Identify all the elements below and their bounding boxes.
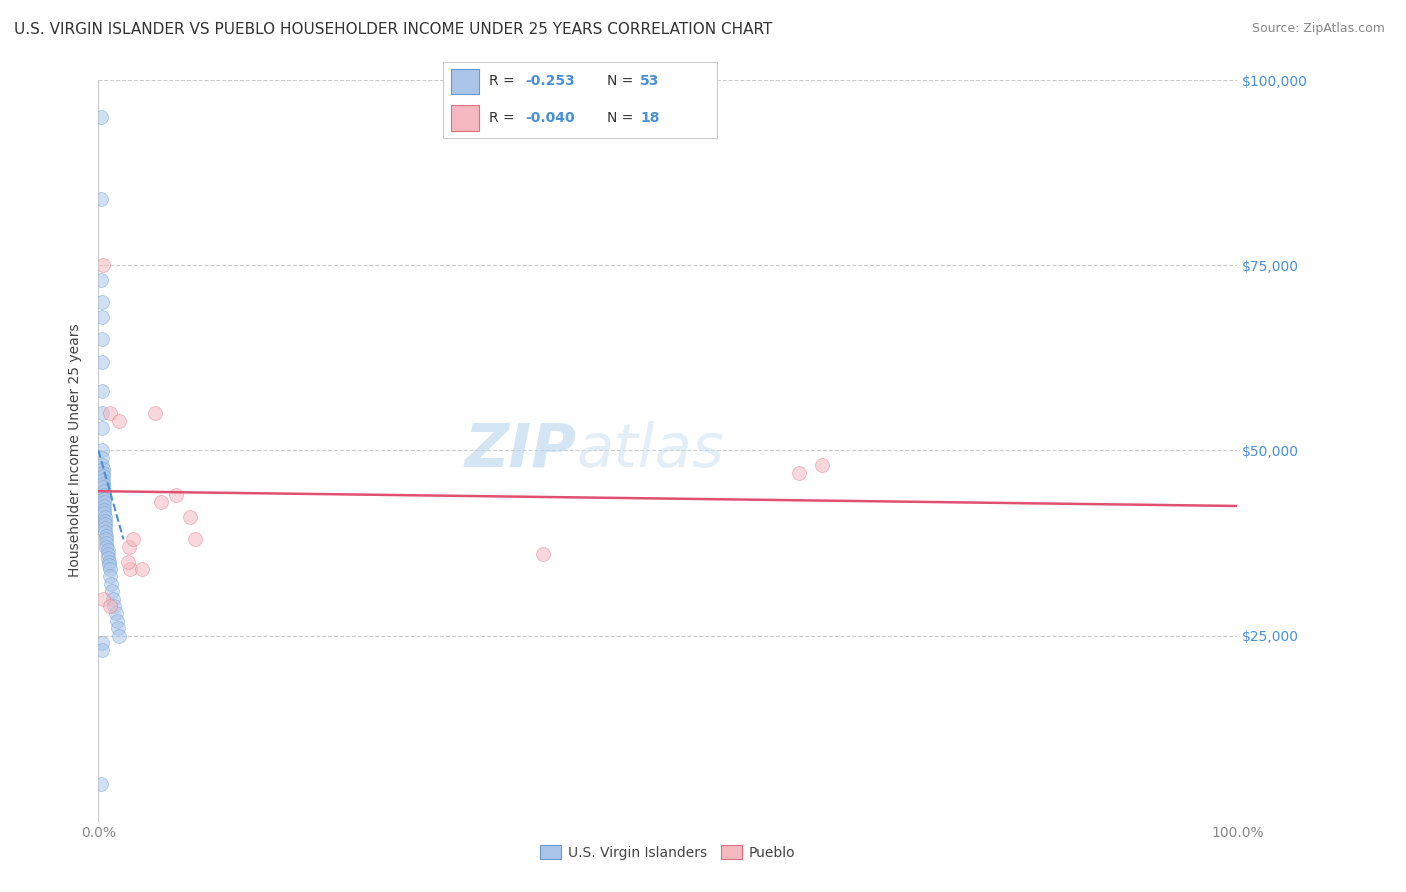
Point: [93, 495, 115, 509]
Point: [100, 576, 122, 591]
Point: [94, 510, 117, 524]
Point: [810, 458, 832, 473]
Point: [131, 562, 153, 576]
Point: [108, 628, 131, 642]
Point: [179, 510, 201, 524]
Text: -0.253: -0.253: [526, 74, 575, 88]
Point: [90, 458, 112, 473]
Point: [96, 550, 118, 565]
Point: [90, 332, 112, 346]
Point: [90, 310, 112, 325]
Point: [91, 591, 114, 606]
Point: [98, 599, 121, 613]
Point: [90, 110, 112, 124]
Point: [96, 536, 118, 550]
Point: [98, 562, 121, 576]
Text: U.S. VIRGIN ISLANDER VS PUEBLO HOUSEHOLDER INCOME UNDER 25 YEARS CORRELATION CHA: U.S. VIRGIN ISLANDER VS PUEBLO HOUSEHOLD…: [14, 22, 772, 37]
Point: [104, 607, 127, 621]
Text: 53: 53: [640, 74, 659, 88]
Text: Source: ZipAtlas.com: Source: ZipAtlas.com: [1251, 22, 1385, 36]
Point: [90, 450, 112, 465]
Point: [93, 502, 115, 516]
Point: [90, 443, 112, 458]
Point: [120, 562, 142, 576]
Text: atlas: atlas: [576, 421, 724, 480]
Text: 18: 18: [640, 111, 659, 125]
Point: [90, 354, 112, 368]
Point: [90, 776, 112, 791]
Text: R =: R =: [489, 111, 515, 125]
Text: N =: N =: [607, 74, 634, 88]
Point: [118, 540, 141, 554]
Point: [94, 521, 117, 535]
Text: R =: R =: [489, 74, 515, 88]
Point: [531, 547, 554, 561]
Point: [96, 540, 118, 554]
Point: [93, 488, 115, 502]
Bar: [451, 105, 478, 130]
Point: [97, 558, 120, 573]
Point: [93, 484, 115, 499]
Point: [93, 491, 115, 506]
Point: [91, 476, 114, 491]
Bar: [451, 69, 478, 95]
Y-axis label: Householder Income Under 25 years: Householder Income Under 25 years: [69, 324, 83, 577]
Point: [96, 533, 118, 547]
Point: [101, 584, 124, 599]
Point: [93, 507, 115, 521]
Point: [103, 591, 125, 606]
Point: [105, 614, 128, 628]
Point: [97, 554, 120, 569]
Point: [91, 466, 114, 480]
Text: ZIP: ZIP: [465, 421, 576, 480]
Point: [93, 499, 115, 513]
Point: [90, 295, 112, 310]
Point: [165, 488, 187, 502]
Point: [90, 421, 112, 435]
Point: [90, 384, 112, 399]
Text: -0.040: -0.040: [526, 111, 575, 125]
Point: [91, 462, 114, 476]
Point: [90, 273, 112, 287]
Point: [150, 495, 173, 509]
Point: [91, 480, 114, 494]
Point: [145, 407, 167, 421]
Point: [91, 469, 114, 483]
Point: [98, 407, 121, 421]
Point: [117, 554, 139, 569]
Point: [90, 643, 112, 657]
Point: [107, 621, 129, 635]
Point: [103, 599, 125, 613]
Point: [91, 473, 114, 487]
Point: [94, 524, 117, 539]
Point: [94, 514, 117, 528]
Point: [94, 517, 117, 532]
Point: [90, 636, 112, 650]
Point: [91, 258, 114, 272]
Point: [90, 407, 112, 421]
Point: [90, 192, 112, 206]
Text: N =: N =: [607, 111, 634, 125]
Point: [96, 528, 118, 542]
Legend: U.S. Virgin Islanders, Pueblo: U.S. Virgin Islanders, Pueblo: [534, 839, 801, 865]
Point: [98, 569, 121, 583]
Point: [121, 533, 143, 547]
Point: [184, 533, 207, 547]
Point: [96, 543, 118, 558]
Point: [96, 547, 118, 561]
Point: [787, 466, 810, 480]
Point: [108, 414, 131, 428]
